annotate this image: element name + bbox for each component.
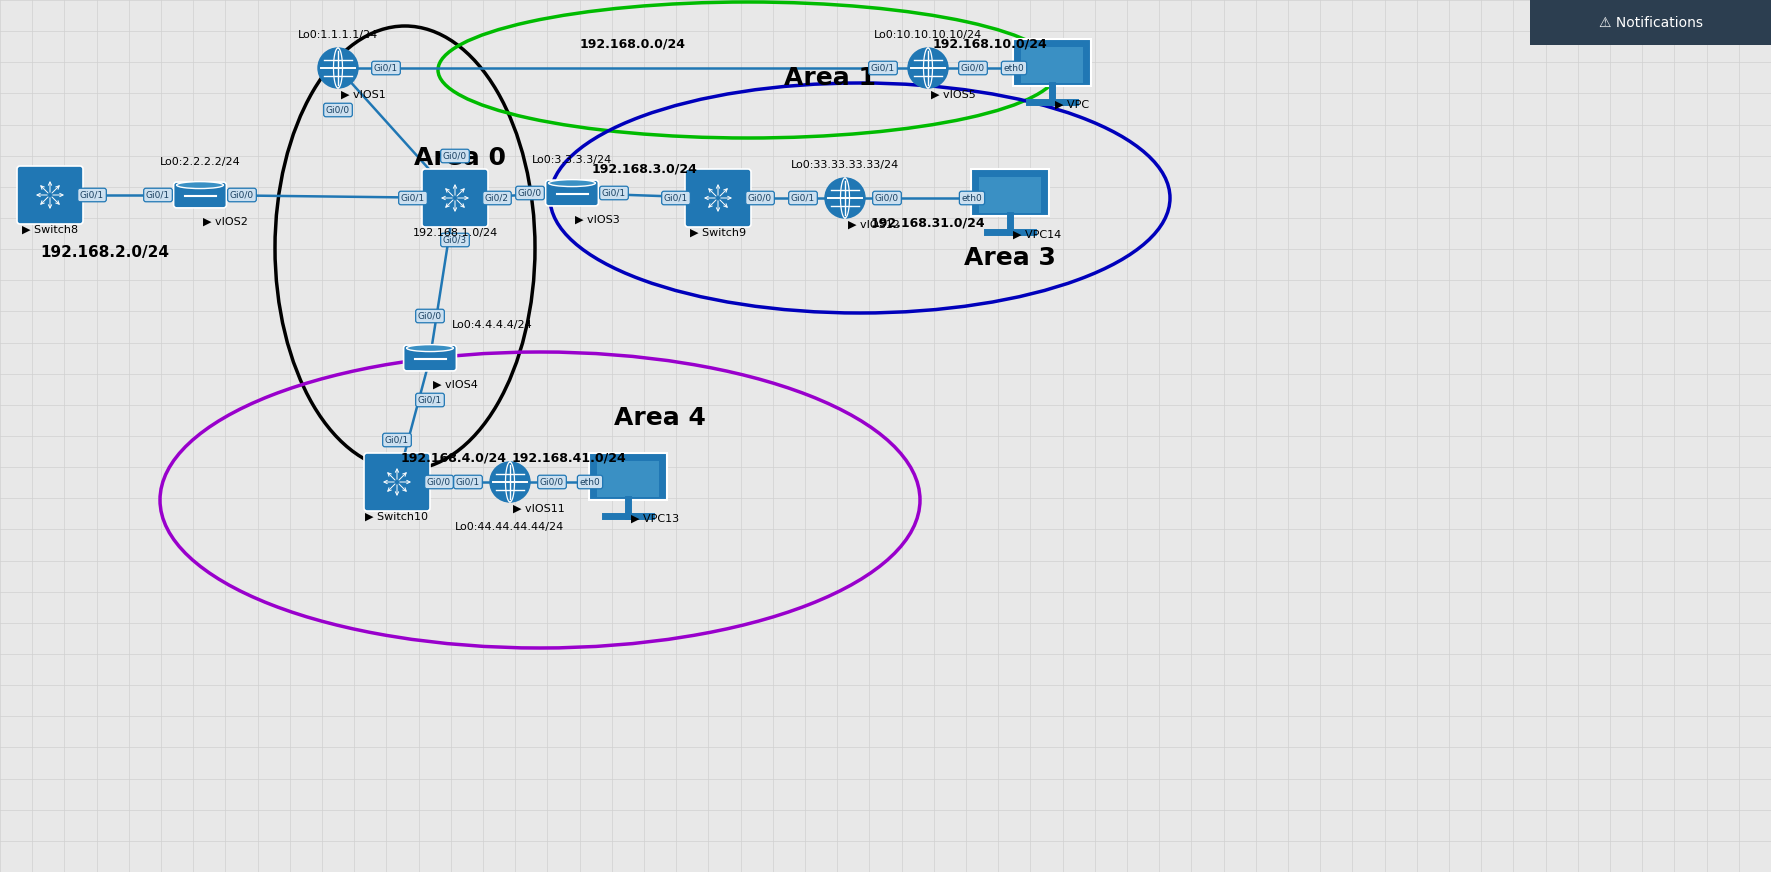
FancyBboxPatch shape [545, 181, 599, 206]
Text: ▶ vIOS2: ▶ vIOS2 [204, 217, 248, 227]
FancyBboxPatch shape [421, 169, 489, 227]
Text: Lo0:1.1.1.1/24: Lo0:1.1.1.1/24 [298, 30, 379, 40]
Text: Lo0:44.44.44.44/24: Lo0:44.44.44.44/24 [455, 522, 565, 532]
Ellipse shape [549, 180, 595, 187]
Text: Lo0:33.33.33.33/24: Lo0:33.33.33.33/24 [792, 160, 900, 170]
Text: Area 1: Area 1 [785, 66, 877, 90]
FancyBboxPatch shape [1013, 39, 1091, 85]
Text: Gi0/1: Gi0/1 [418, 396, 443, 405]
Text: Lo0:2.2.2.2/24: Lo0:2.2.2.2/24 [159, 157, 241, 167]
Text: Gi0/1: Gi0/1 [455, 478, 480, 487]
Circle shape [491, 462, 530, 502]
Text: Gi0/0: Gi0/0 [962, 64, 985, 72]
Text: Area 4: Area 4 [615, 406, 707, 430]
Text: 192.168.41.0/24: 192.168.41.0/24 [512, 451, 627, 464]
FancyBboxPatch shape [18, 166, 83, 224]
Text: ▶ VPC: ▶ VPC [1056, 100, 1089, 110]
Text: Gi0/0: Gi0/0 [443, 152, 468, 160]
Text: Gi0/0: Gi0/0 [517, 188, 542, 197]
Text: 192.168.2.0/24: 192.168.2.0/24 [41, 245, 168, 260]
Text: ▶ VPC14: ▶ VPC14 [1013, 230, 1061, 240]
Text: Gi0/1: Gi0/1 [80, 190, 104, 200]
Text: eth0: eth0 [962, 194, 983, 202]
Text: ▶ VPC13: ▶ VPC13 [630, 514, 678, 524]
Text: Lo0:10.10.10.10/24: Lo0:10.10.10.10/24 [873, 30, 983, 40]
Text: ▶ vIOS12: ▶ vIOS12 [848, 220, 900, 230]
Text: ▶ vIOS4: ▶ vIOS4 [432, 380, 478, 390]
Text: 192.168.3.0/24: 192.168.3.0/24 [592, 162, 698, 175]
FancyBboxPatch shape [1020, 47, 1084, 83]
FancyBboxPatch shape [1530, 0, 1771, 45]
Text: 192.168.0.0/24: 192.168.0.0/24 [579, 37, 685, 50]
Text: Gi0/0: Gi0/0 [540, 478, 563, 487]
Text: Gi0/2: Gi0/2 [485, 194, 508, 202]
Text: eth0: eth0 [1004, 64, 1024, 72]
Text: Gi0/0: Gi0/0 [326, 106, 351, 114]
Text: Lo0:4.4.4.4/24: Lo0:4.4.4.4/24 [452, 320, 533, 330]
Text: Gi0/0: Gi0/0 [427, 478, 452, 487]
Text: Gi0/0: Gi0/0 [747, 194, 772, 202]
FancyBboxPatch shape [979, 177, 1041, 213]
Text: Gi0/1: Gi0/1 [792, 194, 815, 202]
FancyBboxPatch shape [590, 453, 668, 500]
Text: Area 0: Area 0 [414, 146, 507, 170]
Text: Gi0/0: Gi0/0 [418, 311, 443, 321]
Text: ⚠ Notifications: ⚠ Notifications [1599, 16, 1702, 30]
Text: 192.168.31.0/24: 192.168.31.0/24 [870, 216, 985, 229]
Text: ▶ vIOS1: ▶ vIOS1 [342, 90, 386, 100]
FancyBboxPatch shape [365, 453, 430, 511]
Text: eth0: eth0 [579, 478, 600, 487]
FancyBboxPatch shape [404, 345, 457, 371]
Text: Gi0/1: Gi0/1 [602, 188, 627, 197]
Text: ▶ vIOS3: ▶ vIOS3 [576, 215, 620, 225]
FancyBboxPatch shape [685, 169, 751, 227]
Text: Lo0:3.3.3.3/24: Lo0:3.3.3.3/24 [531, 155, 613, 165]
Text: ▶ Switch10: ▶ Switch10 [365, 512, 429, 522]
Ellipse shape [407, 344, 453, 351]
Text: ▶ Switch9: ▶ Switch9 [691, 228, 746, 238]
Circle shape [319, 48, 358, 88]
Text: ▶ Switch8: ▶ Switch8 [21, 225, 78, 235]
Text: Gi0/0: Gi0/0 [875, 194, 900, 202]
Text: 192.168.10.0/24: 192.168.10.0/24 [933, 37, 1047, 50]
Circle shape [825, 178, 864, 218]
Text: Gi0/1: Gi0/1 [145, 190, 170, 200]
Text: Gi0/1: Gi0/1 [374, 64, 398, 72]
Text: 192.168.1.0/24: 192.168.1.0/24 [413, 228, 498, 238]
Text: Gi0/3: Gi0/3 [443, 235, 468, 244]
Text: Area 3: Area 3 [963, 246, 1056, 270]
Ellipse shape [177, 181, 223, 188]
Text: Gi0/1: Gi0/1 [871, 64, 894, 72]
Circle shape [909, 48, 947, 88]
Text: Gi0/1: Gi0/1 [384, 435, 409, 445]
Text: ▶ vIOS11: ▶ vIOS11 [514, 504, 565, 514]
Text: Gi0/1: Gi0/1 [664, 194, 689, 202]
Text: 192.168.4.0/24: 192.168.4.0/24 [400, 451, 507, 464]
Text: ▶ vIOS5: ▶ vIOS5 [932, 90, 976, 100]
Text: Gi0/1: Gi0/1 [400, 194, 425, 202]
FancyBboxPatch shape [971, 169, 1048, 215]
Text: Gi0/0: Gi0/0 [230, 190, 253, 200]
FancyBboxPatch shape [597, 461, 659, 497]
FancyBboxPatch shape [174, 182, 227, 208]
